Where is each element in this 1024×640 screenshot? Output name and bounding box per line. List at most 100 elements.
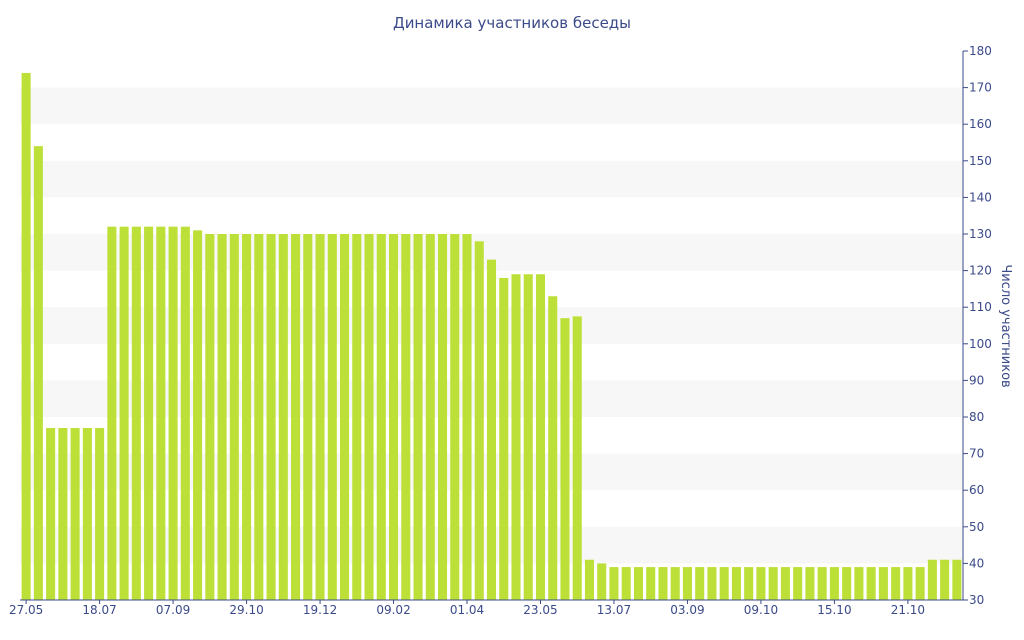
x-tick-label: 07.09 — [156, 603, 190, 617]
bar — [413, 234, 423, 600]
y-tick-label: 150 — [969, 154, 992, 168]
bar — [695, 567, 705, 600]
y-tick-label: 110 — [969, 300, 992, 314]
bar — [805, 567, 815, 600]
bar — [597, 563, 607, 600]
bar — [33, 146, 43, 600]
bar — [180, 226, 190, 600]
bar — [903, 567, 913, 600]
y-tick-label: 90 — [969, 373, 984, 387]
bar — [878, 567, 888, 600]
bar — [842, 567, 852, 600]
bar — [254, 234, 264, 600]
bar — [70, 427, 80, 600]
bar — [144, 226, 154, 600]
bar — [474, 241, 484, 600]
y-tick-label: 80 — [969, 410, 984, 424]
bar — [817, 567, 827, 600]
bar — [707, 567, 717, 600]
bar — [193, 230, 203, 600]
bar — [646, 567, 656, 600]
bar — [572, 316, 582, 600]
bar — [437, 234, 448, 600]
bar — [866, 567, 876, 600]
x-tick-label: 09.02 — [376, 603, 410, 617]
bar — [242, 234, 252, 600]
bar — [291, 234, 301, 600]
bar — [21, 72, 31, 600]
y-tick-label: 40 — [969, 556, 984, 570]
bar — [768, 567, 778, 600]
bar — [927, 559, 937, 600]
x-tick-label: 21.10 — [891, 603, 925, 617]
bar — [633, 567, 643, 600]
bar — [499, 277, 509, 600]
x-tick-label: 19.12 — [303, 603, 337, 617]
y-axis-title: Число участников — [998, 264, 1013, 387]
bar — [891, 567, 901, 600]
bar — [756, 567, 766, 600]
bar — [364, 234, 374, 600]
bar — [621, 567, 631, 600]
x-tick-label: 29.10 — [229, 603, 263, 617]
bar — [327, 234, 337, 600]
bar — [462, 234, 472, 600]
bars — [21, 72, 962, 600]
bar — [315, 234, 325, 600]
bar — [340, 234, 350, 600]
bar — [952, 559, 962, 600]
x-tick-label: 03.09 — [670, 603, 704, 617]
bar — [217, 234, 227, 600]
y-tick-label: 160 — [969, 117, 992, 131]
y-tick-label: 60 — [969, 483, 984, 497]
x-tick-label: 18.07 — [82, 603, 116, 617]
bar — [58, 427, 68, 600]
y-tick-label: 70 — [969, 447, 984, 461]
y-tick-label: 120 — [969, 264, 992, 278]
bar — [303, 234, 313, 600]
x-tick-label: 09.10 — [744, 603, 778, 617]
bar — [425, 234, 435, 600]
x-tick-label: 15.10 — [817, 603, 851, 617]
bar — [82, 427, 92, 600]
y-tick-label: 180 — [969, 44, 992, 58]
bar — [940, 559, 950, 600]
bar — [670, 567, 680, 600]
x-tick-label: 27.05 — [9, 603, 43, 617]
bar — [376, 234, 386, 600]
chart-title: Динамика участников беседы — [393, 14, 631, 32]
bar — [829, 567, 839, 600]
bar — [205, 234, 215, 600]
bar — [486, 259, 497, 600]
axes: 30 40 50 60 70 80 90 100 110 120 130 140 150 160 170 18… — [9, 44, 992, 617]
bar — [731, 567, 741, 600]
bar — [535, 274, 546, 600]
x-tick-label: 01.04 — [450, 603, 484, 617]
y-tick-label: 50 — [969, 520, 984, 534]
bar — [119, 226, 129, 600]
bar — [584, 559, 595, 600]
bar — [548, 296, 558, 600]
y-tick-label: 140 — [969, 190, 992, 204]
bar — [523, 274, 533, 600]
bar — [682, 567, 692, 600]
bar — [95, 427, 105, 600]
y-tick-label: 100 — [969, 337, 992, 351]
y-tick-label: 130 — [969, 227, 992, 241]
bar — [719, 567, 729, 600]
bar — [229, 234, 239, 600]
bar — [511, 274, 521, 600]
grid-band — [20, 160, 963, 198]
x-tick-label: 13.07 — [597, 603, 631, 617]
bar — [609, 567, 619, 600]
y-tick-label: 170 — [969, 81, 992, 95]
bar — [107, 226, 117, 600]
bar — [744, 567, 754, 600]
grid-band — [20, 87, 963, 125]
bar — [793, 567, 803, 600]
bar — [352, 234, 362, 600]
bar — [46, 427, 56, 600]
bar — [168, 226, 178, 600]
bar — [278, 234, 288, 600]
